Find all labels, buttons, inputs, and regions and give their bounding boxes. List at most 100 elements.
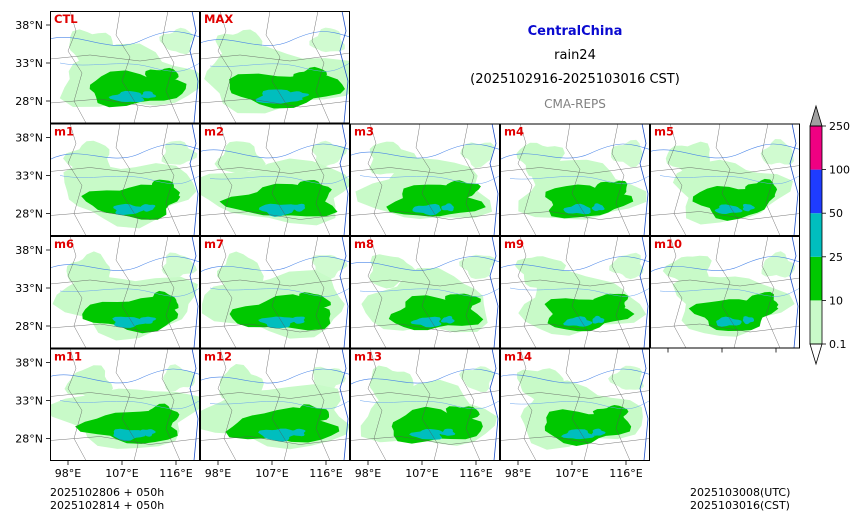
- lat-tick-label: 33°N: [15, 282, 43, 295]
- heavy-rain-core: [140, 429, 156, 437]
- moderate-rain-area-east: [594, 180, 628, 201]
- province-border: [50, 436, 200, 445]
- province-border: [217, 236, 237, 349]
- valid-time-utc: 2025103008(UTC): [690, 486, 791, 499]
- river-line: [209, 62, 350, 72]
- province-border: [50, 165, 200, 174]
- colorbar-tick-label: 25: [829, 251, 843, 264]
- province-border: [115, 123, 139, 236]
- river-line: [59, 62, 200, 72]
- province-border: [115, 348, 139, 461]
- province-border: [265, 11, 289, 124]
- province-border: [265, 348, 289, 461]
- river-line: [200, 143, 350, 159]
- heavy-rain-area: [561, 429, 595, 440]
- province-border: [761, 236, 781, 349]
- map-panel-m5: m5: [650, 123, 800, 236]
- light-rain-area-north: [66, 251, 111, 289]
- river-line: [50, 256, 200, 271]
- province-border: [500, 436, 650, 445]
- member-label: m1: [54, 125, 74, 139]
- map-panel-MAX: MAX: [200, 11, 350, 124]
- panel-frame: [200, 348, 350, 461]
- heavy-rain-core: [440, 428, 456, 436]
- lat-tick-label: 28°N: [15, 95, 43, 108]
- light-rain-area-north: [517, 368, 565, 403]
- river-line: [359, 287, 500, 297]
- heavy-rain-core: [139, 316, 157, 324]
- heavy-rain-area: [563, 203, 591, 215]
- province-border: [415, 236, 439, 349]
- province-border: [200, 211, 350, 220]
- member-label: CTL: [54, 12, 78, 26]
- map-panel-m2: m2: [200, 123, 350, 236]
- heavy-rain-core: [288, 428, 306, 437]
- map-panel-m11: m11: [50, 348, 200, 461]
- light-rain-area-north: [214, 141, 266, 174]
- colorbar-under-arrow: [809, 343, 823, 366]
- map-panel-m4: m4: [500, 123, 650, 236]
- light-rain-area-north: [217, 251, 264, 287]
- province-border: [161, 348, 181, 461]
- province-border: [50, 323, 200, 333]
- coastline: [639, 123, 649, 236]
- coastline: [489, 123, 499, 236]
- light-rain-area-east: [608, 365, 644, 390]
- light-rain-area-east: [459, 366, 495, 392]
- heavy-rain-area: [258, 316, 298, 329]
- river-line: [509, 287, 650, 297]
- province-border: [200, 277, 350, 287]
- province-border: [161, 123, 181, 236]
- province-border: [350, 277, 500, 287]
- light-rain-area-east: [161, 252, 197, 279]
- coastline: [339, 348, 349, 461]
- heavy-rain-area: [412, 203, 442, 216]
- lon-tick-label: 116°E: [609, 467, 642, 480]
- province-border: [200, 165, 350, 174]
- moderate-rain-area-east: [592, 405, 629, 425]
- member-label: m7: [204, 237, 224, 251]
- heavy-rain-area: [255, 89, 303, 104]
- light-rain-area-north: [369, 254, 417, 289]
- lat-tick-label: 28°N: [15, 433, 43, 446]
- colorbar-tick-label: 50: [829, 207, 843, 220]
- coastline: [339, 123, 349, 236]
- member-label: m10: [654, 237, 682, 251]
- region-title: CentralChina: [527, 24, 623, 39]
- province-border: [217, 348, 237, 461]
- coastline: [489, 236, 499, 349]
- lon-tick-label: 116°E: [459, 467, 492, 480]
- province-border: [50, 211, 200, 220]
- river-line: [350, 256, 500, 271]
- province-border: [311, 11, 331, 124]
- heavy-rain-core: [289, 203, 305, 212]
- river-line: [659, 287, 800, 297]
- river-line: [209, 400, 350, 410]
- province-border: [115, 236, 139, 349]
- province-border: [461, 236, 481, 349]
- valid-time-block: 2025103008(UTC) 2025103016(CST): [690, 486, 790, 512]
- member-label: m11: [54, 350, 82, 364]
- province-border: [265, 123, 289, 236]
- colorbar-segment: [810, 169, 822, 214]
- light-rain-area-north: [63, 140, 111, 175]
- province-border: [200, 436, 350, 445]
- province-border: [350, 436, 500, 445]
- panel-frame: [50, 123, 200, 236]
- province-border: [67, 123, 87, 236]
- lat-tick-label: 33°N: [15, 57, 43, 70]
- moderate-rain-area-east: [296, 292, 331, 312]
- lon-tick-label: 98°E: [505, 467, 531, 480]
- map-panel-m12: m12: [200, 348, 350, 461]
- province-border: [50, 52, 200, 62]
- moderate-rain-area-east: [297, 404, 329, 425]
- light-rain-area-east: [161, 140, 198, 165]
- river-line: [359, 175, 500, 185]
- river-line: [659, 175, 800, 185]
- province-border: [517, 236, 537, 349]
- panel-frame: [350, 348, 500, 461]
- moderate-rain-area-east: [445, 406, 480, 426]
- province-border: [311, 236, 331, 349]
